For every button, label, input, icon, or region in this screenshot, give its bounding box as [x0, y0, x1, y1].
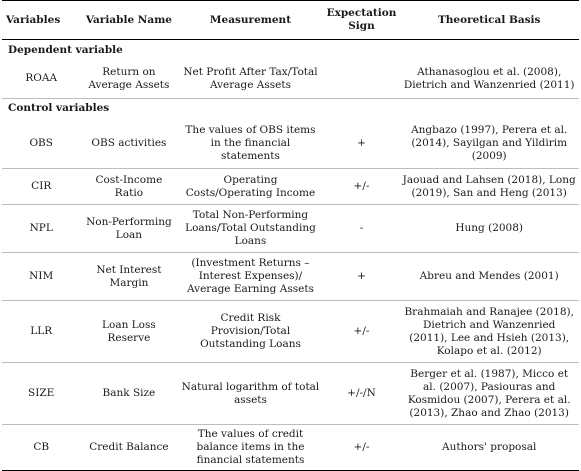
table-row-cb: CB Credit Balance The values of credit b… [2, 424, 579, 471]
cell-basis: Angbazo (1997), Perera et al. (2014), Sa… [399, 118, 579, 169]
cell-measurement: Natural logarithm of total assets [177, 362, 324, 425]
cell-basis: Abreu and Mendes (2001) [399, 252, 579, 301]
cell-variable-name: Loan Loss Reserve [80, 300, 178, 363]
cell-variable-name: OBS activities [80, 118, 178, 169]
cell-sign: +/- [323, 424, 400, 471]
cell-sign: +/- [323, 300, 400, 363]
table-row-cir: CIR Cost-Income Ratio Operating Costs/Op… [2, 168, 579, 205]
cell-sign: + [323, 118, 400, 169]
table-body: Dependent variable ROAA Return on Averag… [2, 40, 579, 471]
header-measurement: Measurement [177, 0, 324, 40]
section-row-control: Control variables [2, 98, 579, 119]
cell-variable: CIR [2, 168, 81, 205]
cell-measurement: Operating Costs/Operating Income [177, 168, 324, 205]
header-row: Variables Variable Name Measurement Expe… [2, 0, 579, 40]
section-row-dependent: Dependent variable [2, 40, 579, 61]
cell-variable-name: Return on Average Assets [80, 60, 178, 99]
table-row-size: SIZE Bank Size Natural logarithm of tota… [2, 362, 579, 425]
cell-variable-name: Net Interest Margin [80, 252, 178, 301]
table-header: Variables Variable Name Measurement Expe… [2, 0, 579, 40]
table-row-npl: NPL Non-Performing Loan Total Non-Perfor… [2, 204, 579, 253]
cell-measurement: Credit Risk Provision/Total Outstanding … [177, 300, 324, 363]
cell-variable-name: Cost-Income Ratio [80, 168, 178, 205]
table-row-nim: NIM Net Interest Margin (Investment Retu… [2, 252, 579, 301]
cell-sign: +/- [323, 168, 400, 205]
cell-variable: ROAA [2, 60, 81, 99]
cell-measurement: The values of credit balance items in th… [177, 424, 324, 471]
cell-variable: NPL [2, 204, 81, 253]
cell-sign: + [323, 252, 400, 301]
cell-variable: CB [2, 424, 81, 471]
table-row-llr: LLR Loan Loss Reserve Credit Risk Provis… [2, 300, 579, 363]
section-label-dependent: Dependent variable [8, 43, 123, 56]
cell-sign [323, 60, 400, 99]
cell-variable: OBS [2, 118, 81, 169]
header-theoretical-basis: Theoretical Basis [399, 0, 579, 40]
cell-measurement: (Investment Returns – Interest Expenses)… [177, 252, 324, 301]
header-expectation-sign: Expectation Sign [323, 0, 400, 40]
cell-basis: Hung (2008) [399, 204, 579, 253]
cell-variable-name: Credit Balance [80, 424, 178, 471]
cell-sign: - [323, 204, 400, 253]
table-row-roaa: ROAA Return on Average Assets Net Profit… [2, 60, 579, 99]
table-row-obs: OBS OBS activities The values of OBS ite… [2, 118, 579, 169]
cell-variable-name: Bank Size [80, 362, 178, 425]
cell-sign: +/-/N [323, 362, 400, 425]
cell-measurement: Total Non-Performing Loans/Total Outstan… [177, 204, 324, 253]
header-variable-name: Variable Name [80, 0, 178, 40]
cell-measurement: The values of OBS items in the financial… [177, 118, 324, 169]
cell-basis: Berger et al. (1987), Micco et al. (2007… [399, 362, 579, 425]
cell-basis: Athanasoglou et al. (2008), Dietrich and… [399, 60, 579, 99]
cell-basis: Jaouad and Lahsen (2018), Long (2019), S… [399, 168, 579, 205]
cell-variable-name: Non-Performing Loan [80, 204, 178, 253]
cell-basis: Brahmaiah and Ranajee (2018), Dietrich a… [399, 300, 579, 363]
cell-variable: SIZE [2, 362, 81, 425]
header-variables: Variables [2, 0, 81, 40]
cell-measurement: Net Profit After Tax/Total Average Asset… [177, 60, 324, 99]
cell-variable: NIM [2, 252, 81, 301]
section-label-control: Control variables [8, 102, 110, 114]
cell-basis: Authors' proposal [399, 424, 579, 471]
cell-variable: LLR [2, 300, 81, 363]
